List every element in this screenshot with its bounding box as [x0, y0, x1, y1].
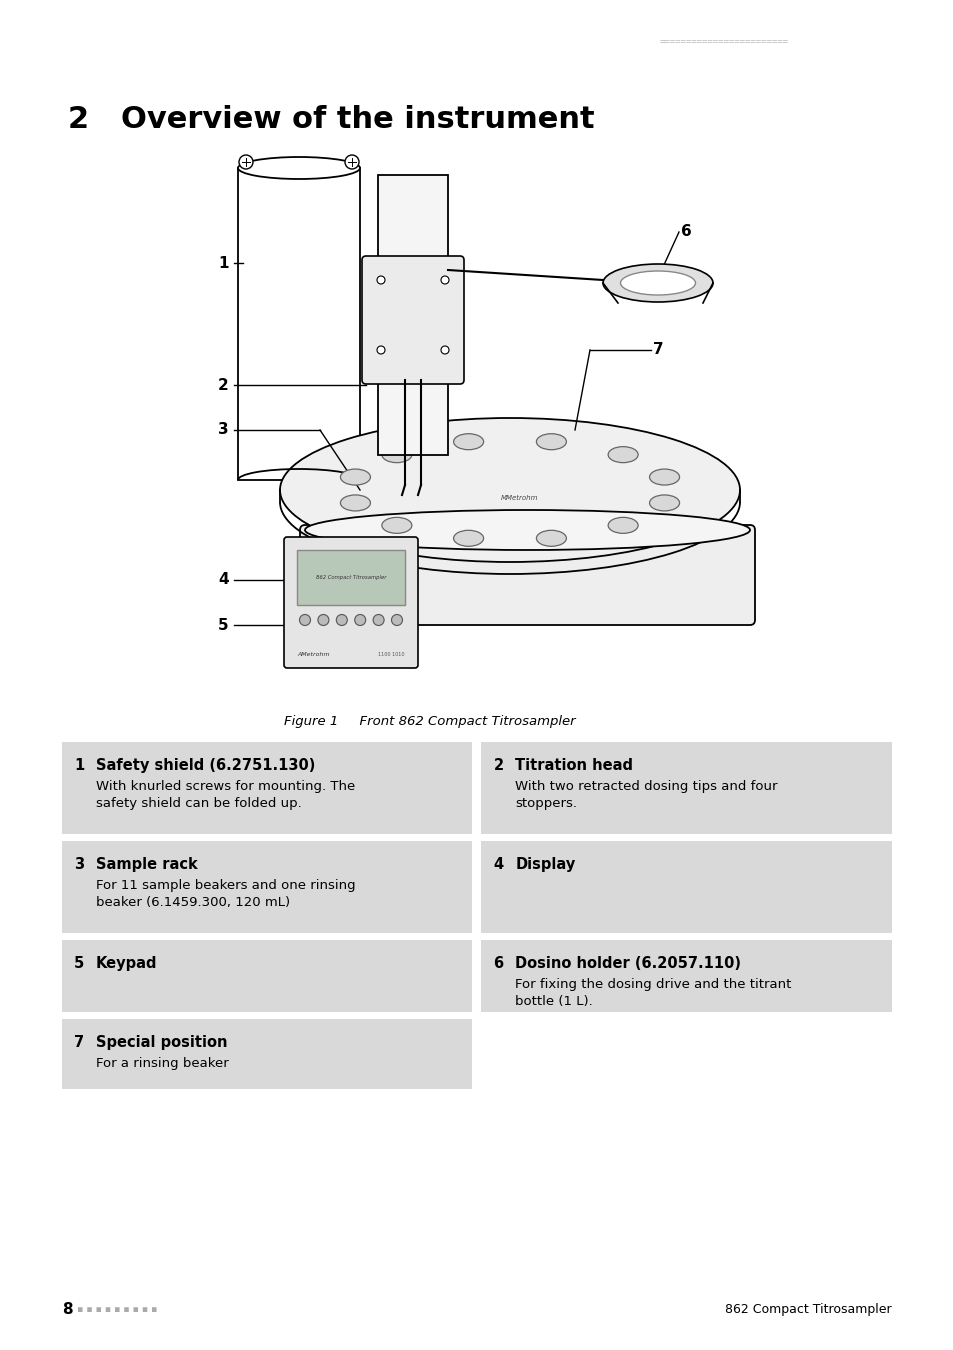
Ellipse shape — [237, 157, 359, 180]
Ellipse shape — [381, 447, 412, 463]
Text: 6: 6 — [493, 956, 503, 971]
Text: 1100 1010: 1100 1010 — [378, 652, 405, 657]
Ellipse shape — [381, 517, 412, 533]
Text: stoppers.: stoppers. — [515, 796, 577, 810]
FancyBboxPatch shape — [284, 537, 417, 668]
Text: 2: 2 — [218, 378, 229, 393]
Ellipse shape — [340, 495, 370, 510]
Text: AMetrohm: AMetrohm — [296, 652, 330, 657]
Circle shape — [355, 614, 365, 625]
Text: 4: 4 — [218, 572, 229, 587]
Text: ========================: ======================== — [659, 38, 788, 46]
Text: 3: 3 — [74, 857, 84, 872]
FancyBboxPatch shape — [299, 525, 754, 625]
Bar — [237, 167, 359, 481]
Text: bottle (1 L).: bottle (1 L). — [515, 995, 593, 1008]
Ellipse shape — [607, 447, 638, 463]
Text: 8: 8 — [62, 1303, 72, 1318]
Text: 7: 7 — [74, 1035, 84, 1050]
Circle shape — [440, 275, 449, 284]
Text: 1: 1 — [74, 757, 84, 774]
Text: Sample rack: Sample rack — [96, 857, 197, 872]
Text: 1: 1 — [218, 255, 229, 270]
Bar — [62, 1019, 472, 1089]
Text: 5: 5 — [218, 617, 229, 633]
Text: ■ ■ ■ ■ ■ ■ ■ ■ ■: ■ ■ ■ ■ ■ ■ ■ ■ ■ — [78, 1305, 156, 1315]
Text: beaker (6.1459.300, 120 mL): beaker (6.1459.300, 120 mL) — [96, 896, 290, 909]
Circle shape — [336, 614, 347, 625]
Text: MMetrohm: MMetrohm — [500, 495, 538, 501]
Bar — [377, 176, 448, 455]
Text: For 11 sample beakers and one rinsing: For 11 sample beakers and one rinsing — [96, 879, 355, 892]
Circle shape — [391, 614, 402, 625]
Bar — [481, 841, 891, 933]
Text: 6: 6 — [680, 224, 691, 239]
Text: Display: Display — [515, 857, 576, 872]
Text: For a rinsing beaker: For a rinsing beaker — [96, 1057, 229, 1071]
Ellipse shape — [619, 271, 695, 296]
Text: For fixing the dosing drive and the titrant: For fixing the dosing drive and the titr… — [515, 977, 791, 991]
Text: 5: 5 — [74, 956, 84, 971]
Text: 2   Overview of the instrument: 2 Overview of the instrument — [68, 105, 594, 134]
Ellipse shape — [649, 468, 679, 485]
Text: Figure 1     Front 862 Compact Titrosampler: Figure 1 Front 862 Compact Titrosampler — [284, 716, 576, 728]
Text: With two retracted dosing tips and four: With two retracted dosing tips and four — [515, 780, 778, 792]
Ellipse shape — [305, 510, 749, 549]
Text: 2: 2 — [493, 757, 503, 774]
Circle shape — [376, 275, 385, 284]
Ellipse shape — [649, 495, 679, 510]
Text: Titration head: Titration head — [515, 757, 633, 774]
Bar — [481, 743, 891, 834]
Ellipse shape — [536, 531, 566, 547]
Ellipse shape — [340, 468, 370, 485]
Text: 862 Compact Titrosampler: 862 Compact Titrosampler — [724, 1304, 891, 1316]
Text: Keypad: Keypad — [96, 956, 157, 971]
Text: 3: 3 — [218, 423, 229, 437]
Text: With knurled screws for mounting. The: With knurled screws for mounting. The — [96, 780, 355, 792]
Circle shape — [345, 155, 358, 169]
Text: safety shield can be folded up.: safety shield can be folded up. — [96, 796, 301, 810]
Text: 7: 7 — [652, 343, 663, 358]
Bar — [62, 940, 472, 1012]
Ellipse shape — [453, 531, 483, 547]
Text: Dosino holder (6.2057.110): Dosino holder (6.2057.110) — [515, 956, 740, 971]
Bar — [296, 549, 405, 605]
Circle shape — [440, 346, 449, 354]
Ellipse shape — [602, 265, 712, 302]
Circle shape — [299, 614, 310, 625]
Ellipse shape — [607, 517, 638, 533]
Text: 4: 4 — [493, 857, 503, 872]
Bar — [62, 743, 472, 834]
Text: Special position: Special position — [96, 1035, 227, 1050]
Circle shape — [317, 614, 329, 625]
Circle shape — [373, 614, 384, 625]
Ellipse shape — [453, 433, 483, 450]
Bar — [481, 940, 891, 1012]
Text: Safety shield (6.2751.130): Safety shield (6.2751.130) — [96, 757, 315, 774]
Bar — [62, 841, 472, 933]
Circle shape — [239, 155, 253, 169]
Ellipse shape — [280, 418, 740, 562]
FancyBboxPatch shape — [361, 256, 463, 383]
Ellipse shape — [536, 433, 566, 450]
Circle shape — [376, 346, 385, 354]
Text: 862 Compact Titrosampler: 862 Compact Titrosampler — [315, 575, 386, 580]
